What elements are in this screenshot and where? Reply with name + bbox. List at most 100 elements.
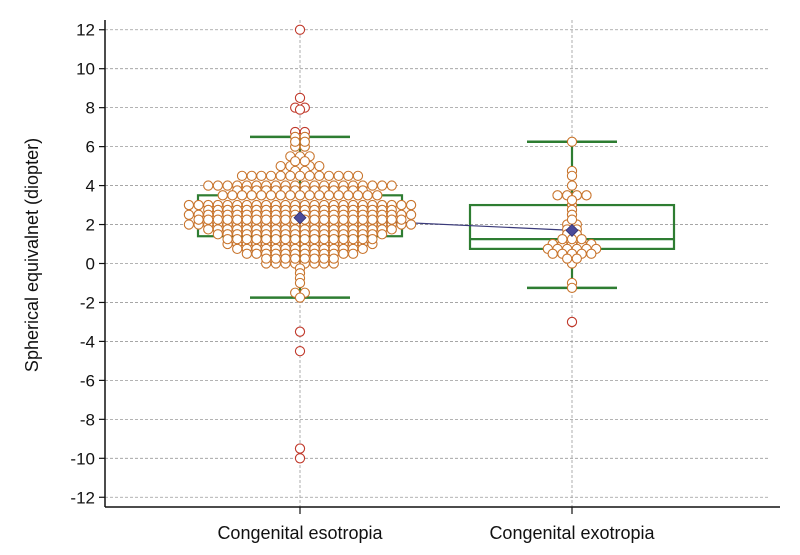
data-point [299, 233, 310, 245]
data-point [405, 199, 417, 211]
data-point [265, 190, 277, 201]
data-point [328, 253, 339, 264]
data-point [212, 180, 224, 191]
data-point [318, 214, 330, 225]
data-point [280, 214, 291, 225]
data-point [285, 170, 296, 181]
data-point [299, 136, 310, 147]
y-tick-label: -8 [80, 410, 95, 429]
data-point [270, 233, 281, 245]
data-point [294, 443, 306, 454]
data-point [566, 316, 578, 328]
data-point [352, 170, 364, 181]
data-point [405, 219, 417, 230]
y-axis-title: Spherical equivalnet (diopter) [22, 138, 42, 372]
data-point [338, 214, 349, 225]
data-point [309, 214, 320, 225]
data-point [246, 190, 257, 201]
data-point [367, 233, 378, 245]
data-point [294, 277, 306, 289]
data-point [347, 248, 359, 259]
data-point [557, 233, 568, 245]
data-point [294, 453, 306, 464]
data-point [222, 214, 233, 225]
data-point [294, 104, 306, 115]
data-point [333, 170, 344, 181]
data-point [314, 190, 325, 201]
data-point [294, 24, 306, 35]
data-point [294, 292, 306, 303]
data-point [576, 233, 587, 245]
y-tick-label: -10 [70, 449, 95, 468]
data-point [299, 253, 310, 264]
y-tick-label: 4 [86, 177, 95, 196]
data-point [386, 180, 397, 191]
data-point [396, 199, 407, 211]
data-point [323, 170, 335, 181]
data-point [386, 224, 397, 235]
y-tick-label: 0 [86, 255, 95, 274]
data-point [352, 190, 364, 201]
data-point [241, 233, 253, 245]
data-point [314, 170, 325, 181]
data-point [265, 170, 277, 181]
y-tick-label: -4 [80, 332, 95, 351]
data-point [566, 180, 578, 191]
data-point [405, 209, 417, 220]
data-point [275, 190, 286, 201]
data-point [280, 233, 291, 245]
data-point [212, 214, 224, 225]
data-point [294, 170, 306, 181]
data-point [323, 190, 335, 201]
y-tick-label: 8 [86, 99, 95, 118]
data-point [241, 214, 253, 225]
data-point [275, 160, 286, 172]
data-point [566, 136, 578, 147]
data-point [328, 214, 339, 225]
mean-marker [565, 223, 579, 237]
data-point [386, 214, 397, 225]
data-point [304, 190, 315, 201]
y-tick-label: 10 [76, 60, 95, 79]
data-point [586, 248, 597, 259]
data-point [193, 199, 204, 211]
data-point [290, 156, 301, 167]
x-category-label: Congenital esotropia [217, 523, 383, 543]
data-point [581, 190, 592, 201]
data-point [362, 190, 373, 201]
data-point [183, 219, 195, 230]
data-point [232, 233, 243, 245]
data-point [304, 170, 315, 181]
data-point [251, 214, 262, 225]
data-point [275, 170, 286, 181]
data-point [372, 190, 383, 201]
data-point [347, 214, 359, 225]
data-point [261, 253, 272, 264]
x-category-label: Congenital exotropia [489, 523, 655, 543]
data-point [290, 136, 301, 147]
data-point [183, 199, 195, 211]
data-point [357, 214, 368, 225]
data-point [261, 233, 272, 245]
data-point [227, 190, 238, 201]
data-point [203, 224, 214, 235]
axes [99, 20, 780, 514]
data-point [203, 180, 214, 191]
data-point [566, 282, 578, 293]
data-point [357, 233, 368, 245]
data-point [280, 253, 291, 264]
y-tick-label: 2 [86, 216, 95, 235]
data-point [552, 190, 563, 201]
data-point [333, 190, 344, 201]
y-tick-label: 12 [76, 21, 95, 40]
data-point [294, 190, 306, 201]
data-point [314, 160, 325, 172]
data-point [261, 214, 272, 225]
gridlines [105, 20, 770, 507]
data-point [193, 214, 204, 225]
data-point [212, 229, 224, 240]
data-point [318, 233, 330, 245]
data-point [222, 180, 233, 191]
data-point [343, 170, 354, 181]
data-point [376, 180, 388, 191]
